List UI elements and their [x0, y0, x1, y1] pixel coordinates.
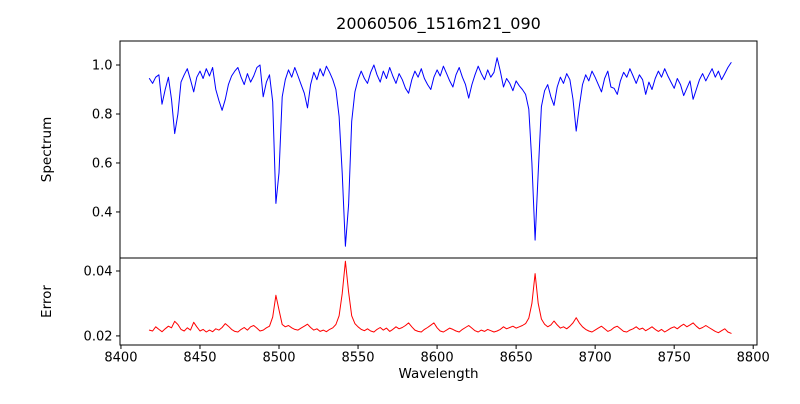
- spectrum-y-tick-label: 0.8: [92, 107, 113, 122]
- x-tick-label: 8600: [421, 351, 454, 366]
- y-axis-label-spectrum: Spectrum: [39, 117, 55, 182]
- x-tick-label: 8400: [104, 351, 137, 366]
- x-tick-label: 8550: [341, 351, 374, 366]
- spectrum-y-tick-label: 1.0: [92, 59, 113, 74]
- x-tick-label: 8650: [500, 351, 533, 366]
- data-lines: [148, 57, 732, 334]
- error-line: [148, 260, 732, 334]
- error-panel-frame: [119, 257, 758, 346]
- axis-ticks: 0.4 0.6 0.8 1.0 0.02 0.04 8400 8450 8500 8550 8600…: [84, 59, 770, 366]
- spectrum-y-tick-label: 0.6: [92, 156, 113, 171]
- x-tick-label: 8450: [183, 351, 216, 366]
- chart-title: 20060506_1516m21_090: [336, 14, 541, 34]
- x-axis-label: Wavelength: [398, 366, 478, 382]
- error-y-tick-label: 0.02: [84, 329, 113, 344]
- axes-frames: [119, 40, 758, 346]
- x-tick-label: 8750: [658, 351, 691, 366]
- spectrum-line: [148, 57, 732, 247]
- y-axis-label-error: Error: [39, 285, 55, 318]
- error-y-tick-label: 0.04: [84, 264, 113, 279]
- x-tick-label: 8700: [579, 351, 612, 366]
- x-tick-label: 8500: [262, 351, 295, 366]
- spectrum-y-tick-label: 0.4: [92, 205, 113, 220]
- x-tick-label: 8800: [737, 351, 770, 366]
